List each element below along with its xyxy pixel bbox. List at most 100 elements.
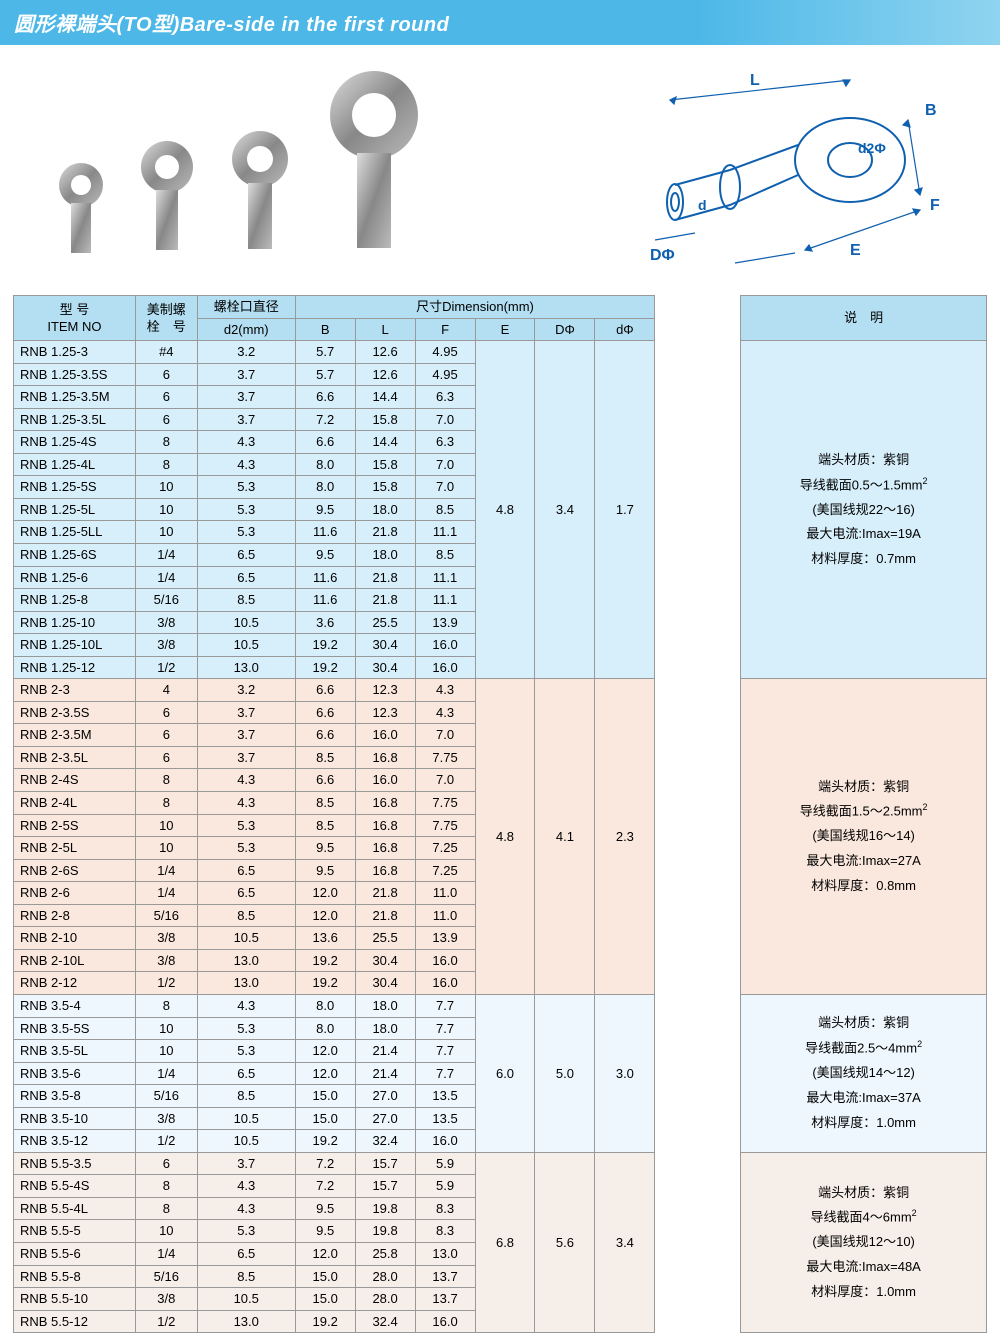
hdr-bolt: 美制螺栓 号 [135,296,197,341]
cell-B: 7.2 [295,1152,355,1175]
cell-E: 6.0 [475,994,535,1152]
cell-L: 19.8 [355,1220,415,1243]
cell-F: 4.3 [415,701,475,724]
cell-d2: 5.3 [197,476,295,499]
cell-bolt: 8 [135,1175,197,1198]
cell-bolt: 3/8 [135,1107,197,1130]
cell-L: 30.4 [355,656,415,679]
cell-bolt: 6 [135,363,197,386]
cell-L: 18.0 [355,498,415,521]
cell-B: 19.2 [295,1310,355,1333]
cell-item: RNB 3.5-12 [14,1130,136,1153]
diagram-label-D: DΦ [650,247,675,264]
cell-bolt: 10 [135,837,197,860]
cell-L: 12.3 [355,701,415,724]
cell-L: 15.8 [355,408,415,431]
cell-d2: 3.7 [197,386,295,409]
cell-F: 11.1 [415,589,475,612]
product-photo [40,65,440,265]
cell-L: 16.8 [355,859,415,882]
cell-item: RNB 2-4L [14,792,136,815]
cell-bolt: 6 [135,408,197,431]
cell-F: 4.3 [415,679,475,702]
cell-B: 11.6 [295,521,355,544]
cell-bolt: 10 [135,521,197,544]
cell-L: 16.8 [355,746,415,769]
cell-item: RNB 5.5-5 [14,1220,136,1243]
cell-dPhi: 3.4 [595,1152,655,1332]
cell-d2: 8.5 [197,1085,295,1108]
cell-bolt: 5/16 [135,904,197,927]
cell-E: 4.8 [475,341,535,679]
cell-bolt: 8 [135,1197,197,1220]
cell-F: 4.95 [415,341,475,364]
cell-L: 21.8 [355,521,415,544]
cell-B: 6.6 [295,769,355,792]
cell-F: 7.25 [415,837,475,860]
cell-item: RNB 5.5-6 [14,1242,136,1265]
cell-F: 8.5 [415,544,475,567]
cell-F: 16.0 [415,1310,475,1333]
cell-B: 7.2 [295,1175,355,1198]
cell-bolt: 1/4 [135,544,197,567]
cell-item: RNB 1.25-6S [14,544,136,567]
cell-L: 32.4 [355,1310,415,1333]
cell-bolt: 3/8 [135,611,197,634]
cell-item: RNB 1.25-10 [14,611,136,634]
cell-item: RNB 1.25-8 [14,589,136,612]
cell-d2: 6.5 [197,544,295,567]
cell-d2: 5.3 [197,814,295,837]
cell-d2: 4.3 [197,453,295,476]
cell-F: 16.0 [415,634,475,657]
cell-L: 12.6 [355,341,415,364]
cell-B: 6.6 [295,679,355,702]
cell-DPhi: 3.4 [535,341,595,679]
cell-B: 5.7 [295,341,355,364]
hdr-B: B [295,318,355,341]
cell-B: 6.6 [295,386,355,409]
cell-B: 15.0 [295,1265,355,1288]
cell-bolt: 1/2 [135,972,197,995]
cell-item: RNB 5.5-3.5 [14,1152,136,1175]
cell-F: 16.0 [415,1130,475,1153]
cell-item: RNB 2-3.5M [14,724,136,747]
cell-d2: 13.0 [197,949,295,972]
cell-DPhi: 5.6 [535,1152,595,1332]
cell-desc: 端头材质：紫铜导线截面2.5～4mm2(美国线规14～12)最大电流:Imax=… [741,994,987,1152]
cell-F: 16.0 [415,656,475,679]
cell-L: 30.4 [355,949,415,972]
table-row: RNB 5.5-3.563.77.215.75.96.85.63.4端头材质：紫… [14,1152,987,1175]
cell-L: 28.0 [355,1265,415,1288]
cell-L: 14.4 [355,431,415,454]
hdr-item-no: 型 号ITEM NO [14,296,136,341]
cell-B: 12.0 [295,1242,355,1265]
table-header: 型 号ITEM NO 美制螺栓 号 螺栓口直径 尺寸Dimension(mm) … [14,296,987,341]
cell-item: RNB 1.25-3.5M [14,386,136,409]
cell-item: RNB 2-10L [14,949,136,972]
cell-F: 7.75 [415,746,475,769]
cell-d2: 10.5 [197,634,295,657]
cell-desc: 端头材质：紫铜导线截面0.5～1.5mm2(美国线规22～16)最大电流:Ima… [741,341,987,679]
cell-item: RNB 3.5-8 [14,1085,136,1108]
cell-L: 16.0 [355,769,415,792]
cell-bolt: 1/2 [135,1130,197,1153]
cell-d2: 6.5 [197,859,295,882]
cell-F: 11.0 [415,882,475,905]
cell-F: 8.5 [415,498,475,521]
cell-item: RNB 2-3.5L [14,746,136,769]
cell-L: 21.8 [355,566,415,589]
table-row: RNB 3.5-484.38.018.07.76.05.03.0端头材质：紫铜导… [14,994,987,1017]
cell-DPhi: 5.0 [535,994,595,1152]
cell-dPhi: 1.7 [595,341,655,679]
cell-F: 11.0 [415,904,475,927]
diagram-label-B: B [925,102,937,119]
cell-B: 12.0 [295,882,355,905]
cell-item: RNB 5.5-4S [14,1175,136,1198]
cell-bolt: 3/8 [135,949,197,972]
hdr-DPhi: DΦ [535,318,595,341]
cell-B: 19.2 [295,972,355,995]
cell-B: 11.6 [295,566,355,589]
cell-d2: 3.2 [197,341,295,364]
cell-d2: 10.5 [197,1288,295,1311]
cell-L: 12.6 [355,363,415,386]
